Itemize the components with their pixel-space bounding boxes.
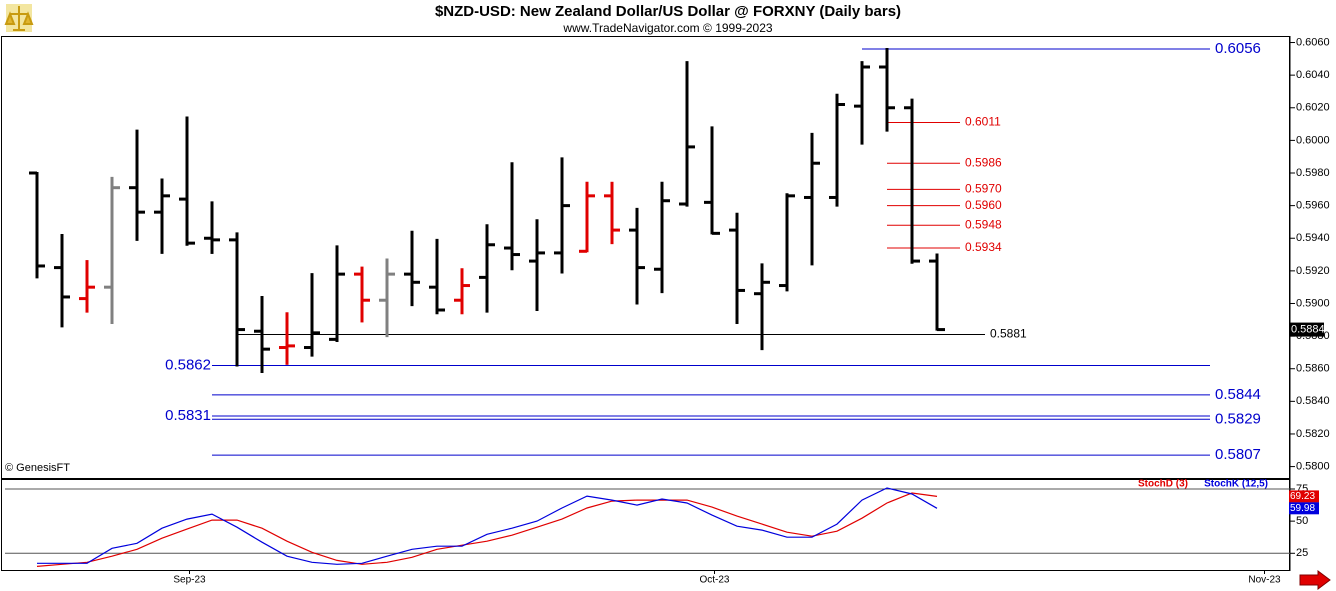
y-tick-label: 0.6040 bbox=[1296, 69, 1330, 81]
level-label: 0.5881 bbox=[990, 327, 1027, 341]
level-label: 0.5844 bbox=[1215, 386, 1261, 403]
y-tick-label: 0.5960 bbox=[1296, 200, 1330, 212]
logo bbox=[4, 4, 34, 32]
level-label: 0.6056 bbox=[1215, 40, 1261, 57]
x-tick-label: Sep-23 bbox=[173, 575, 206, 586]
y-tick-label: 0.6000 bbox=[1296, 134, 1330, 146]
level-label: 0.5948 bbox=[965, 217, 1002, 231]
level-label: 0.5831 bbox=[165, 407, 211, 424]
chart-subtitle: www.TradeNavigator.com © 1999-2023 bbox=[562, 21, 772, 35]
value-box bbox=[1289, 502, 1319, 515]
y-tick-label: 0.5860 bbox=[1296, 363, 1330, 375]
level-label: 0.5862 bbox=[165, 356, 211, 373]
stoch-line bbox=[37, 487, 938, 565]
y-tick-label: 0.5840 bbox=[1296, 395, 1330, 407]
stoch-line bbox=[36, 492, 938, 567]
y-tick-label: 0.5920 bbox=[1296, 265, 1330, 277]
y-tick-label: 25 bbox=[1296, 547, 1308, 559]
y-tick-label: 0.5940 bbox=[1296, 232, 1330, 244]
level-label: 0.5986 bbox=[965, 155, 1002, 169]
y-tick-label: 50 bbox=[1296, 515, 1308, 527]
y-tick-label: 0.5820 bbox=[1296, 428, 1330, 440]
level-label: 0.5970 bbox=[965, 181, 1002, 195]
chart-title: $NZD-USD: New Zealand Dollar/US Dollar @… bbox=[435, 3, 901, 20]
value-label: 69.23 bbox=[1290, 491, 1315, 502]
value-box bbox=[1289, 490, 1319, 503]
y-tick-label: 0.5980 bbox=[1296, 167, 1330, 179]
level-label: 0.5807 bbox=[1215, 446, 1261, 463]
x-tick-label: Nov-23 bbox=[1248, 575, 1281, 586]
level-label: 0.6011 bbox=[965, 115, 1001, 129]
level-label: 0.5829 bbox=[1215, 410, 1261, 427]
scroll-arrow[interactable] bbox=[1299, 570, 1331, 590]
value-label: 59.98 bbox=[1290, 503, 1315, 514]
legend-entry: StochD (3) bbox=[1138, 479, 1188, 490]
level-label: 0.5960 bbox=[965, 198, 1002, 212]
logo-scale bbox=[4, 6, 34, 31]
watermark: © GenesisFT bbox=[5, 462, 70, 474]
y-tick-label: 0.6020 bbox=[1296, 102, 1330, 114]
last-price-label: 0.5884 bbox=[1291, 323, 1325, 335]
x-tick-label: Oct-23 bbox=[699, 575, 729, 586]
y-tick-label: 0.5800 bbox=[1296, 460, 1330, 472]
level-label: 0.5934 bbox=[965, 240, 1002, 254]
last-price-box bbox=[1289, 322, 1324, 337]
y-tick-label: 0.6060 bbox=[1296, 36, 1330, 48]
legend-entry: StochK (12,5) bbox=[1204, 479, 1268, 490]
y-tick-label: 0.5900 bbox=[1296, 297, 1330, 309]
